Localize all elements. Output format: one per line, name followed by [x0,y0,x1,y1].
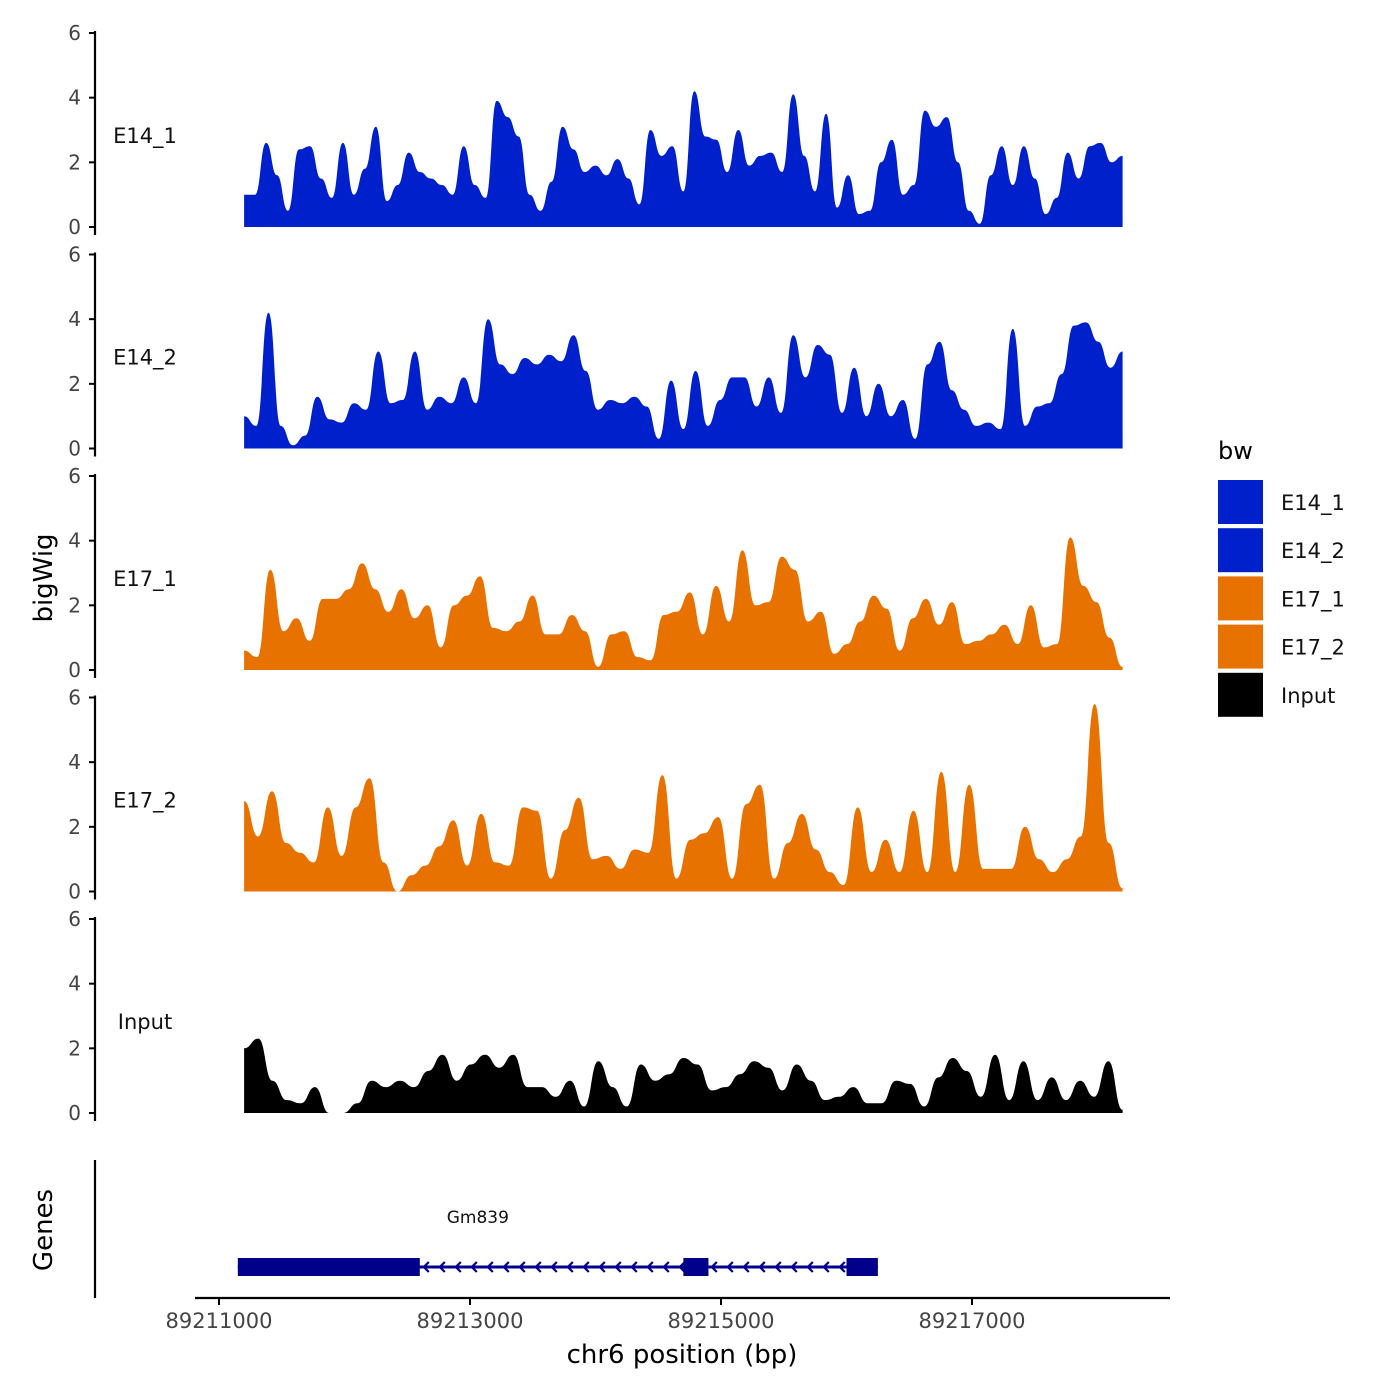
strand-arrow [710,1261,718,1273]
legend-swatch [1218,672,1263,717]
gene-exon [846,1258,878,1276]
strand-arrow [822,1261,830,1273]
strand-arrow [518,1261,526,1273]
strand-arrow [646,1261,654,1273]
y-tick-label: 0 [68,880,81,904]
legend-item-e17_1: E17_1 [1218,576,1345,621]
strand-arrow [678,1261,686,1273]
y-tick-label: 2 [68,593,81,617]
y-tick-label: 2 [68,1036,81,1060]
strand-arrow [438,1261,446,1273]
strand-arrow [502,1261,510,1273]
track-label: E14_2 [113,346,177,371]
legend-item-e14_2: E14_2 [1218,528,1345,573]
x-axis-title: chr6 position (bp) [567,1340,798,1370]
strand-arrow [806,1261,814,1273]
signal-area-input [244,1038,1123,1113]
track-label: Input [118,1010,172,1034]
y-tick-label: 4 [68,972,81,996]
signal-area-e17_2 [244,704,1123,892]
legend-swatch [1218,576,1263,621]
strand-arrow [614,1261,622,1273]
y-tick-label: 6 [68,21,81,45]
signal-area-e17_1 [244,537,1123,670]
strand-arrow [662,1261,670,1273]
y-tick-label: 6 [68,243,81,267]
legend-swatch [1218,528,1263,573]
strand-arrow [470,1261,478,1273]
genes-axis-title: Genes [29,1189,59,1271]
strand-arrow [550,1261,558,1273]
strand-arrow [566,1261,574,1273]
y-tick-label: 6 [68,686,81,710]
track-label: E17_2 [113,789,177,814]
legend-label: E14_1 [1281,491,1345,516]
gene-label: Gm839 [447,1208,509,1228]
track-label: E14_1 [113,124,177,149]
x-tick-label: 89213000 [417,1309,524,1333]
x-tick-label: 89217000 [919,1309,1026,1333]
legend-label: E17_2 [1281,636,1345,661]
y-tick-label: 6 [68,907,81,931]
y-tick-label: 4 [68,307,81,331]
legend-swatch [1218,624,1263,669]
strand-arrow [486,1261,494,1273]
signal-area-e14_1 [244,91,1123,227]
x-axis: 89211000 89213000 89215000 89217000 [166,1296,1170,1333]
strand-arrow [534,1261,542,1273]
legend-title: bw [1218,437,1253,465]
legend: bw E14_1 E14_2 E17_1 E17_2 Input [1218,437,1345,717]
y-tick-label: 2 [68,815,81,839]
y-axis-title: bigWig [29,533,59,622]
gene-exon [237,1258,420,1276]
legend-item-e14_1: E14_1 [1218,480,1345,524]
y-tick-label: 2 [68,150,81,174]
track-e17_2: 0 2 4 6 E17_2 [68,686,1123,904]
y-tick-label: 0 [68,658,81,682]
track-input: 0 2 4 6 Input [68,907,1123,1125]
y-tick-label: 4 [68,86,81,110]
legend-label: Input [1281,684,1335,708]
strand-arrow [742,1261,750,1273]
y-tick-label: 6 [68,464,81,488]
track-label: E17_1 [113,567,177,592]
strand-arrow [726,1261,734,1273]
strand-arrow [598,1261,606,1273]
strand-arrow [758,1261,766,1273]
y-tick-label: 4 [68,750,81,774]
legend-label: E14_2 [1281,539,1345,564]
strand-arrow [454,1261,462,1273]
track-e17_1: 0 2 4 6 E17_1 [68,464,1123,682]
track-e14_1: 0 2 4 6 E14_1 [68,21,1123,239]
strand-arrow [630,1261,638,1273]
strand-arrow [582,1261,590,1273]
legend-item-e17_2: E17_2 [1218,624,1345,669]
legend-item-input: Input [1218,672,1335,717]
gene-track: Gm839 [93,1160,878,1298]
gene-gm839: Gm839 [237,1208,878,1276]
legend-swatch [1218,480,1263,524]
y-tick-label: 4 [68,529,81,553]
x-tick-label: 89211000 [166,1309,273,1333]
strand-arrow [422,1261,430,1273]
track-e14_2: 0 2 4 6 E14_2 [68,243,1123,461]
signal-area-e14_2 [244,312,1123,449]
legend-label: E17_1 [1281,587,1345,612]
strand-arrow [774,1261,782,1273]
x-tick-label: 89215000 [668,1309,775,1333]
gene-exon [683,1258,709,1276]
y-tick-label: 0 [68,437,81,461]
strand-arrow [790,1261,798,1273]
signal-tracks: 0 2 4 6 E14_1 0 2 4 6 E14_2 0 2 4 6 E17_1 0 2 4 6 E17_2 0 2 4 6… [68,21,1123,1125]
strand-arrow [838,1261,846,1273]
y-tick-label: 0 [68,1101,81,1125]
y-tick-label: 0 [68,215,81,239]
y-tick-label: 2 [68,372,81,396]
